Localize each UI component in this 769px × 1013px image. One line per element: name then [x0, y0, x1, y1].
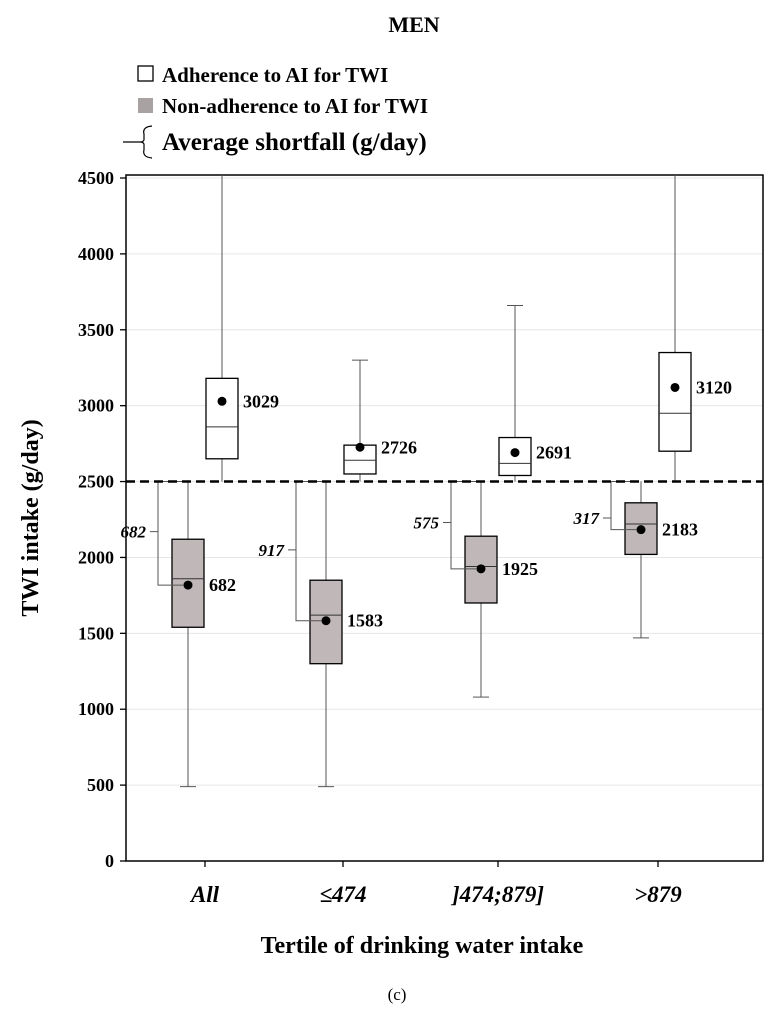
mean-label: 2183 — [662, 520, 698, 540]
y-tick-label: 3500 — [78, 320, 114, 340]
mean-dot — [183, 580, 193, 590]
shortfall-label: 917 — [259, 541, 286, 560]
y-tick-label: 500 — [87, 775, 114, 795]
mean-dot — [510, 448, 520, 458]
x-tick-label: All — [189, 882, 220, 907]
x-axis-label: Tertile of drinking water intake — [261, 933, 584, 959]
y-tick-label: 0 — [105, 851, 114, 871]
y-tick-label: 4500 — [78, 168, 114, 188]
x-tick-label: ]474;879] — [450, 882, 544, 907]
legend-brace-icon — [123, 125, 153, 159]
legend-swatch-adherence — [137, 65, 154, 82]
x-tick-label: ≤474 — [319, 882, 366, 907]
y-tick-label: 1500 — [78, 623, 114, 643]
plot-frame — [125, 174, 764, 862]
mean-label: 682 — [209, 575, 236, 595]
legend-label-non-adherence: Non-adherence to AI for TWI — [162, 94, 428, 118]
mean-label: 2691 — [536, 443, 572, 463]
mean-label: 2726 — [381, 437, 417, 457]
mean-dot — [636, 525, 646, 535]
y-axis-label: TWI intake (g/day) — [18, 419, 44, 616]
y-tick-label: 3000 — [78, 396, 114, 416]
y-axis-ticks: 0 500 1000 1500 2000 2500 3000 3500 4000 4500 — [78, 168, 126, 871]
mean-dot — [355, 442, 365, 452]
y-tick-label: 4000 — [78, 244, 114, 264]
box — [205, 377, 239, 460]
legend: Adherence to AI for TWI Non-adherence to… — [123, 63, 428, 159]
y-tick-label: 2000 — [78, 547, 114, 567]
shortfall-label: 682 — [121, 523, 147, 542]
y-tick-label: 1000 — [78, 699, 114, 719]
shortfall-label: 575 — [414, 514, 440, 533]
boxes: 3029 2726 2691 3120 682 682 1583 917 1925 575 2183… — [121, 175, 732, 788]
legend-label-adherence: Adherence to AI for TWI — [162, 63, 388, 87]
shortfall-label: 317 — [573, 509, 601, 528]
mean-label: 1583 — [347, 611, 383, 631]
mean-dot — [476, 564, 486, 574]
chart-title: MEN — [388, 12, 439, 37]
mean-label: 1925 — [502, 559, 538, 579]
legend-swatch-non-adherence — [138, 98, 153, 113]
mean-dot — [321, 616, 331, 626]
x-tick-label: >879 — [634, 882, 682, 907]
mean-label: 3029 — [243, 391, 279, 411]
box — [658, 351, 692, 452]
mean-label: 3120 — [696, 377, 732, 397]
y-tick-label: 2500 — [78, 472, 114, 492]
x-axis-ticks: All ≤474 ]474;879] >879 — [189, 861, 682, 907]
legend-label-shortfall: Average shortfall (g/day) — [162, 129, 427, 156]
mean-dot — [670, 382, 680, 392]
mean-dot — [217, 396, 227, 406]
panel-label: (c) — [388, 985, 407, 1004]
